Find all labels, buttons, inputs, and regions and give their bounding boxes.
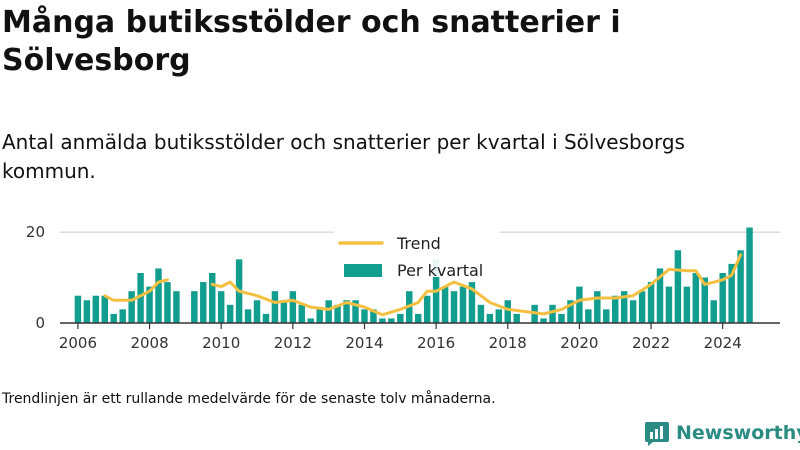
bar — [567, 300, 574, 323]
legend-trend-label: Trend — [396, 234, 441, 253]
x-tick-label: 2024 — [704, 334, 742, 352]
bar — [441, 286, 449, 323]
bar — [217, 291, 225, 323]
bar — [101, 295, 108, 323]
bar-line-chart: 0 20 2006 2008 2010 2012 2014 2016 2018 2020 2022 2… — [26, 219, 780, 352]
bar — [173, 291, 180, 323]
bar — [692, 273, 700, 323]
trend-line — [103, 278, 169, 302]
bar — [683, 286, 691, 323]
bar — [710, 300, 717, 323]
brand-name: Newsworthy — [676, 422, 800, 444]
bar — [549, 304, 556, 323]
trend-line — [210, 253, 743, 317]
bar — [656, 268, 664, 323]
bar — [603, 309, 610, 323]
bar — [647, 282, 655, 323]
bar — [343, 300, 350, 323]
bar — [316, 309, 323, 323]
bar — [558, 313, 565, 323]
bar — [289, 291, 297, 323]
bar — [226, 304, 234, 323]
chart-subtitle: Antal anmälda butiksstölder och snatteri… — [2, 130, 685, 183]
bar — [280, 300, 288, 323]
bar — [262, 313, 270, 323]
bar — [612, 295, 619, 323]
bar — [486, 313, 494, 323]
bar — [397, 313, 404, 323]
bar — [585, 309, 592, 323]
chart-title: Många butiksstölder och snatterier i Söl… — [2, 5, 621, 78]
bar — [728, 263, 735, 323]
bar — [450, 291, 458, 323]
x-tick-label: 2012 — [274, 334, 312, 352]
bar — [92, 295, 100, 323]
bar — [74, 295, 82, 323]
newsworthy-logo-icon — [645, 422, 669, 446]
bar — [137, 273, 144, 323]
bar — [638, 291, 646, 323]
bar — [540, 318, 547, 323]
bar — [379, 318, 386, 323]
y-tick-label: 20 — [26, 223, 45, 241]
x-tick-label: 2008 — [130, 334, 168, 352]
bar — [495, 309, 503, 323]
bar — [191, 291, 198, 323]
bar — [119, 309, 126, 323]
bar — [83, 300, 91, 323]
bar — [128, 291, 135, 323]
trend-series — [103, 253, 743, 317]
bar — [146, 286, 153, 323]
bar — [200, 282, 207, 323]
bar — [307, 318, 314, 323]
bar — [370, 309, 377, 323]
y-tick-label: 0 — [35, 314, 45, 332]
bar — [504, 300, 511, 323]
brand-logo[interactable]: Newsworthy — [644, 420, 800, 446]
bar — [352, 300, 359, 323]
bar — [414, 313, 422, 323]
bar — [701, 277, 708, 323]
bar — [629, 300, 637, 323]
x-tick-label: 2020 — [560, 334, 598, 352]
bar — [209, 273, 216, 323]
bar — [325, 300, 332, 323]
bar — [334, 304, 341, 323]
bar — [477, 304, 485, 323]
x-tick-label: 2022 — [632, 334, 670, 352]
bar — [620, 291, 628, 323]
bar — [361, 309, 368, 323]
bar — [665, 286, 673, 323]
bar — [423, 295, 431, 323]
x-tick-label: 2010 — [202, 334, 240, 352]
bar — [253, 300, 261, 323]
legend-bar-label: Per kvartal — [397, 261, 483, 280]
x-tick-label: 2018 — [489, 334, 527, 352]
bar — [388, 318, 395, 323]
legend-bar-swatch — [344, 264, 382, 277]
axes: 0 20 2006 2008 2010 2012 2014 2016 2018 2020 2022 2… — [26, 223, 780, 352]
bar — [594, 291, 601, 323]
bar — [155, 268, 162, 323]
x-tick-label: 2016 — [417, 334, 455, 352]
bar — [271, 291, 279, 323]
x-tick-label: 2014 — [345, 334, 383, 352]
legend: Trend Per kvartal — [334, 219, 500, 280]
bar — [674, 250, 682, 323]
bar — [468, 282, 476, 323]
bar — [164, 282, 171, 323]
bar — [737, 250, 744, 323]
bar — [110, 313, 117, 323]
bar — [719, 273, 726, 323]
bar — [513, 313, 520, 323]
bar — [576, 286, 583, 323]
footnote: Trendlinjen är ett rullande medelvärde f… — [2, 391, 496, 407]
x-tick-label: 2006 — [59, 334, 97, 352]
bar — [746, 227, 753, 323]
bar — [459, 286, 467, 323]
bar — [298, 304, 306, 323]
bar — [244, 309, 252, 323]
